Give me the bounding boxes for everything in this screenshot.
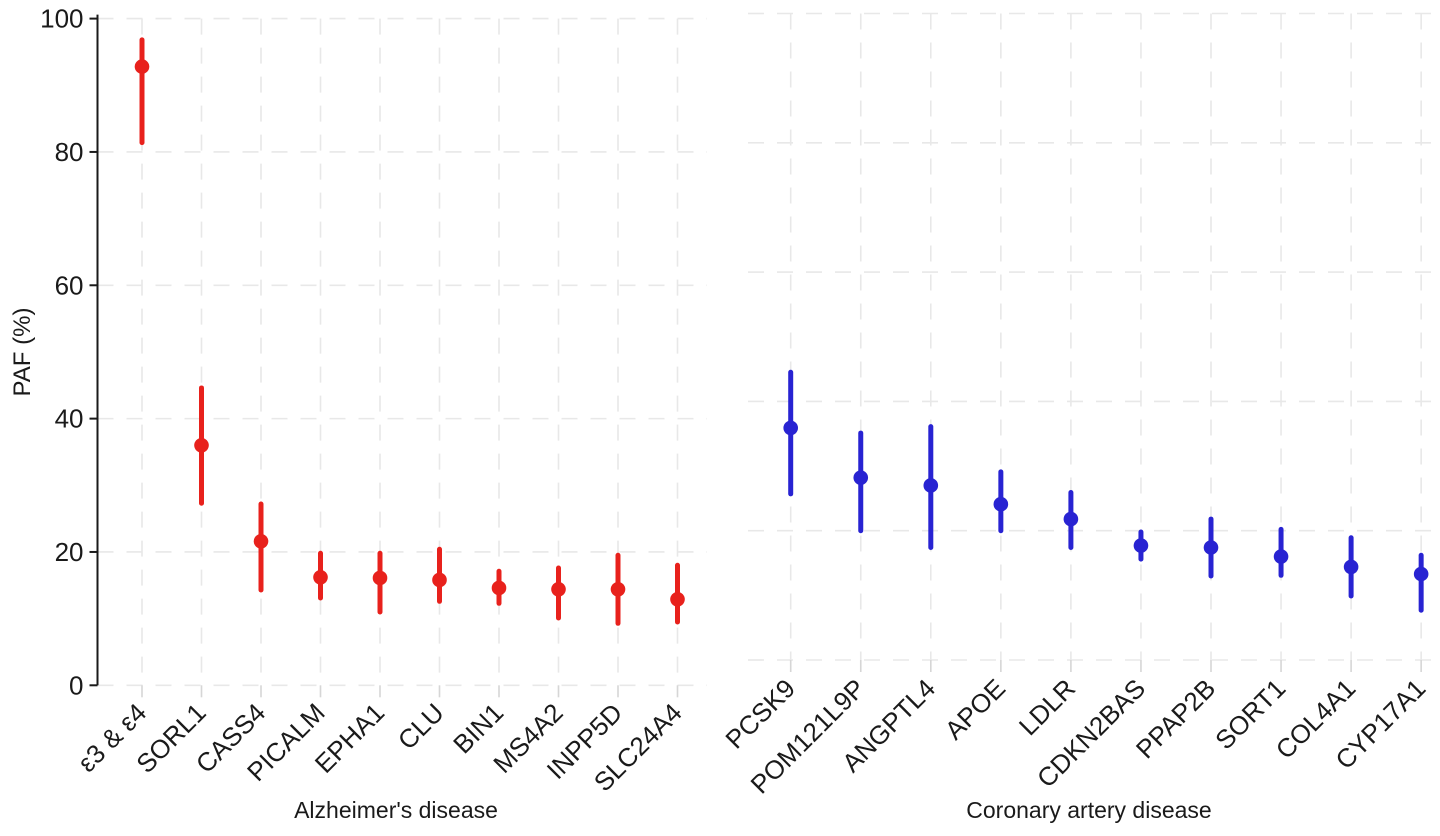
x-category-label-CLU: CLU (392, 697, 450, 755)
y-tick-label-40: 40 (55, 404, 84, 434)
panel-title-alzheimers: Alzheimer's disease (294, 797, 498, 823)
data-point-CYP17A1 (1414, 567, 1429, 582)
data-point-PICALM (313, 570, 328, 585)
data-point-ANGPTL4 (924, 478, 939, 493)
data-point-POM121L9P (853, 470, 868, 485)
data-point-CLU (432, 573, 447, 588)
data-point-EPHA1 (373, 571, 388, 586)
y-axis-title: PAF (%) (9, 308, 36, 397)
y-tick-label-20: 20 (55, 537, 84, 567)
data-point-APOE (994, 497, 1009, 512)
data-point-SLC24A4 (670, 592, 685, 607)
data-point-LDLR (1064, 512, 1079, 527)
data-layer (135, 40, 1429, 623)
y-tick-label-100: 100 (40, 4, 83, 34)
panel-title-coronary: Coronary artery disease (966, 797, 1211, 823)
data-point-SORL1 (194, 438, 209, 453)
data-point-CDKN2BAS (1134, 538, 1149, 553)
y-tick-label-0: 0 (69, 670, 83, 700)
data-point-ε3 & ε4 (135, 59, 150, 74)
y-tick-label-60: 60 (55, 270, 84, 300)
x-category-label-APOE: APOE (939, 673, 1011, 745)
data-point-SORT1 (1274, 549, 1289, 564)
data-point-CASS4 (254, 534, 269, 549)
data-point-COL4A1 (1344, 560, 1359, 575)
grid-layer (98, 14, 1440, 686)
data-point-INPP5D (611, 582, 626, 597)
data-point-PCSK9 (783, 421, 798, 436)
data-point-BIN1 (492, 581, 507, 596)
y-tick-label-80: 80 (55, 137, 84, 167)
data-point-MS4A2 (551, 582, 566, 597)
data-point-PPAP2B (1204, 540, 1219, 555)
axis-layer: 0 20 40 60 80 100 (40, 4, 1421, 701)
